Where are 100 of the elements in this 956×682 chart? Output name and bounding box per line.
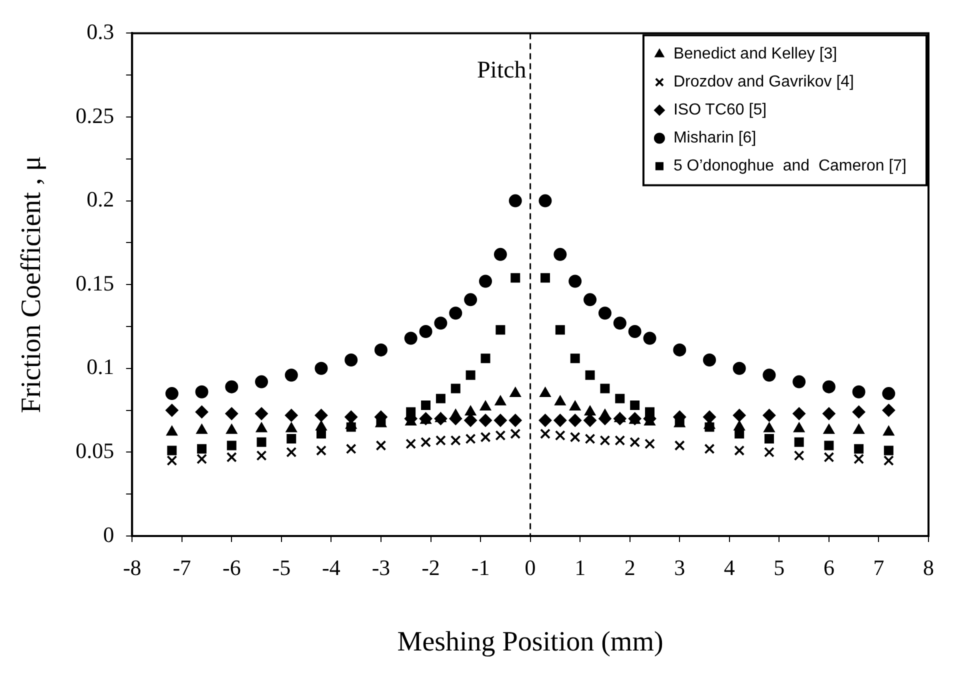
x-tick-label: -7	[172, 554, 192, 580]
point	[538, 194, 552, 208]
x-tick-label: -2	[422, 554, 440, 580]
point	[569, 400, 581, 410]
y-tick-label: 0.2	[86, 186, 114, 212]
point	[494, 414, 507, 427]
point	[479, 274, 492, 288]
point	[434, 316, 448, 330]
point	[554, 414, 567, 427]
x-axis-title: Meshing Position (mm)	[397, 626, 664, 658]
point	[256, 437, 266, 447]
point	[555, 325, 565, 335]
point	[599, 408, 611, 419]
point	[732, 408, 746, 422]
y-axis-title: Friction Coefficient , μ	[16, 156, 48, 414]
point	[884, 446, 894, 456]
point	[854, 444, 864, 454]
point	[792, 407, 806, 420]
point	[764, 434, 774, 444]
point	[644, 438, 656, 450]
point	[584, 293, 597, 306]
legend-label: 5 O’donoghue and Cameron [7]	[673, 158, 906, 175]
point	[197, 444, 207, 454]
point	[794, 450, 804, 461]
point	[421, 400, 431, 410]
x-tick-label: -3	[372, 554, 390, 580]
point	[510, 428, 521, 440]
point	[225, 380, 238, 394]
point	[734, 445, 745, 456]
point	[286, 422, 298, 432]
point	[436, 394, 446, 404]
x-tick-label: 5	[774, 554, 785, 580]
point	[628, 325, 642, 338]
point	[314, 408, 328, 422]
point	[554, 395, 566, 406]
point	[255, 407, 268, 420]
point	[630, 436, 640, 448]
point	[630, 400, 640, 410]
legend-label: ISO TC60 [5]	[673, 102, 767, 119]
point	[450, 408, 462, 419]
point	[494, 395, 506, 406]
point	[643, 332, 656, 345]
point	[256, 450, 267, 461]
legend-label: Misharin [6]	[673, 130, 756, 147]
point	[256, 422, 268, 432]
point	[704, 444, 715, 454]
x-tick-label: 3	[674, 554, 686, 580]
point	[824, 452, 834, 462]
x-tick-label: -1	[471, 554, 490, 580]
point	[794, 437, 804, 447]
point	[496, 325, 506, 335]
point	[823, 424, 835, 434]
point	[195, 405, 208, 418]
point	[167, 446, 177, 456]
point	[852, 385, 866, 398]
point	[508, 194, 522, 208]
point	[568, 274, 582, 288]
point	[284, 408, 298, 422]
x-tick-label: 0	[524, 554, 536, 580]
point	[479, 414, 492, 427]
point	[673, 343, 686, 356]
y-tick-label: 0.1	[86, 354, 114, 380]
point	[793, 422, 805, 432]
point	[882, 387, 896, 400]
point	[570, 432, 580, 442]
point	[584, 414, 597, 427]
point	[480, 354, 490, 364]
point	[464, 293, 478, 306]
point	[196, 424, 208, 434]
point	[465, 434, 476, 444]
point	[822, 380, 836, 394]
point	[538, 414, 552, 427]
point	[732, 362, 746, 375]
point	[554, 430, 566, 441]
point	[762, 368, 776, 382]
y-tick-label: 0.15	[76, 270, 114, 296]
point	[314, 362, 328, 375]
y-tick-label: 0.05	[76, 438, 114, 463]
point	[854, 454, 864, 464]
point	[853, 424, 865, 434]
point	[882, 426, 894, 436]
point	[196, 454, 208, 464]
point	[822, 407, 836, 420]
point	[225, 407, 238, 420]
point	[568, 414, 582, 427]
point	[435, 435, 446, 446]
point	[286, 434, 296, 444]
point	[450, 384, 460, 394]
point	[882, 404, 896, 417]
point	[166, 426, 178, 436]
point	[554, 248, 567, 261]
point	[702, 354, 716, 367]
point	[226, 452, 237, 462]
point	[585, 370, 595, 380]
point	[600, 435, 610, 446]
point	[762, 408, 776, 422]
point	[883, 455, 894, 466]
point	[584, 405, 596, 416]
x-tick-label: 6	[823, 554, 834, 580]
x-tick-label: 8	[923, 554, 934, 580]
